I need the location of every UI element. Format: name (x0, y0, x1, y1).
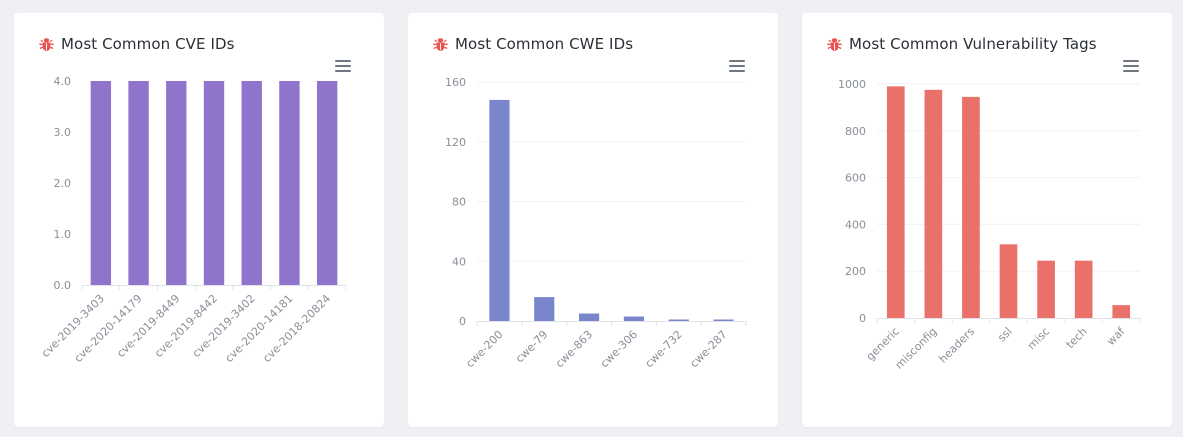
y-tick-label: 0 (459, 315, 466, 328)
vulnerability-tags-chart: 02004006008001000genericmisconfigheaders… (838, 78, 1141, 372)
bar[interactable] (279, 81, 300, 285)
bug-icon (827, 37, 842, 51)
y-tick-label: 160 (445, 76, 466, 89)
bar[interactable] (924, 89, 943, 318)
y-tick-label: 40 (452, 255, 466, 268)
x-tick-label: cwe-732 (643, 328, 685, 370)
hamburger-menu-icon[interactable] (729, 60, 745, 72)
bar[interactable] (128, 81, 149, 285)
bar[interactable] (489, 99, 510, 321)
y-tick-label: 800 (845, 125, 866, 138)
bar[interactable] (623, 316, 645, 321)
x-tick-label: misc (1025, 325, 1052, 352)
y-tick-label: 1000 (838, 78, 866, 91)
cwe-ids-card: Most Common CWE IDs 0 40 80 120 160 cwe-200 cw… (408, 13, 778, 427)
x-tick-label: cwe-287 (687, 328, 729, 370)
y-tick-label: 3.0 (54, 126, 72, 139)
x-tick-label: generic (864, 325, 902, 363)
bar[interactable] (713, 319, 734, 321)
x-tick-label: tech (1064, 325, 1090, 351)
bar[interactable] (962, 96, 980, 319)
y-tick-label: 2.0 (54, 177, 72, 190)
x-tick-label: cwe-306 (598, 328, 640, 370)
bar[interactable] (668, 319, 689, 321)
y-tick-label: 120 (445, 136, 466, 149)
bar[interactable] (316, 81, 338, 285)
x-tick-label: cve-2019-3403 (39, 292, 107, 360)
bug-icon (433, 37, 448, 51)
card-title: Most Common CVE IDs (61, 35, 235, 53)
bar[interactable] (241, 81, 262, 285)
card-title: Most Common Vulnerability Tags (849, 35, 1097, 53)
hamburger-menu-icon[interactable] (1123, 60, 1139, 72)
x-tick-label: cve-2018-20824 (260, 292, 333, 365)
card-header: Most Common CVE IDs (38, 35, 235, 53)
bar[interactable] (90, 81, 112, 285)
hamburger-menu-icon[interactable] (335, 60, 351, 72)
card-header: Most Common CWE IDs (432, 35, 633, 53)
x-tick-label: headers (936, 325, 977, 366)
cve-ids-card: Most Common CVE IDs 0.0 1.0 2.0 3.0 4.0 cve-2… (14, 13, 384, 427)
vulnerability-tags-card: Most Common Vulnerability Tags 0 200 400 60… (802, 13, 1172, 427)
y-tick-label: 200 (845, 265, 866, 278)
bar[interactable] (534, 297, 555, 321)
bar[interactable] (578, 313, 600, 321)
bar[interactable] (886, 86, 905, 318)
card-title: Most Common CWE IDs (455, 35, 634, 53)
y-tick-label: 1.0 (54, 228, 72, 241)
cve-ids-chart: 0.01.02.03.04.0cve-2019-3403cve-2020-141… (39, 75, 347, 365)
bug-icon (39, 37, 54, 51)
bar[interactable] (1112, 305, 1131, 318)
x-tick-label: cve-2020-14179 (72, 292, 145, 365)
y-tick-label: 0.0 (54, 279, 72, 292)
y-tick-label: 80 (452, 196, 466, 209)
x-tick-label: cwe-863 (553, 328, 595, 370)
card-header: Most Common Vulnerability Tags (826, 35, 1097, 53)
y-tick-label: 600 (845, 172, 866, 185)
x-tick-label: cwe-79 (513, 328, 550, 365)
x-tick-label: waf (1104, 324, 1128, 348)
bar[interactable] (1074, 260, 1093, 318)
x-tick-label: ssl (995, 325, 1014, 344)
bar[interactable] (166, 81, 187, 285)
x-tick-label: cve-2020-14181 (223, 292, 296, 365)
x-tick-label: cwe-200 (463, 328, 505, 370)
y-tick-label: 400 (845, 218, 866, 231)
bar[interactable] (203, 81, 225, 285)
y-tick-label: 4.0 (54, 75, 72, 88)
bar[interactable] (999, 244, 1018, 318)
y-tick-label: 0 (859, 312, 866, 325)
bar[interactable] (1037, 260, 1055, 318)
